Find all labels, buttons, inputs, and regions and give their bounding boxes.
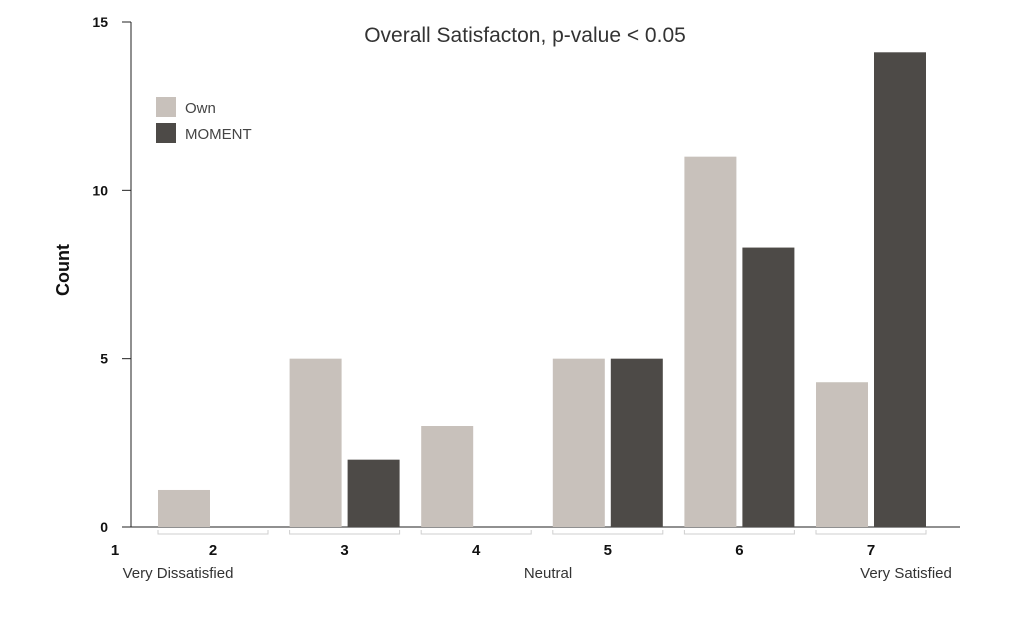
bars-group (158, 52, 926, 528)
y-tick-label: 0 (100, 519, 108, 535)
legend: Own MOMENT (156, 97, 252, 143)
x-axis-start-label: 1 (111, 542, 119, 559)
bar-own-3 (289, 358, 342, 527)
bar-own-6 (684, 156, 737, 527)
x-tick-label-4: 4 (472, 542, 481, 559)
category-bracket (552, 530, 664, 535)
y-tick-label: 10 (92, 182, 108, 198)
x-tick-label-6: 6 (735, 542, 743, 559)
legend-swatch-moment (156, 123, 176, 143)
bar-own-7 (816, 382, 868, 527)
y-tick-label: 15 (92, 14, 108, 30)
y-axis-label: Count (53, 244, 73, 296)
anchor-label-very-satisfied: Very Satisfied (860, 565, 952, 582)
x-tick-label-3: 3 (340, 542, 348, 559)
x-tick-label-2: 2 (209, 542, 217, 559)
x-tick-label-5: 5 (604, 542, 612, 559)
category-bracket (683, 530, 795, 535)
bar-own-4 (421, 426, 474, 527)
legend-label-moment: MOMENT (185, 126, 252, 143)
bar-moment-5 (610, 358, 663, 527)
category-bracket (420, 530, 532, 535)
bar-moment-6 (742, 247, 795, 528)
category-bracket (815, 530, 927, 535)
chart-title: Overall Satisfacton, p-value < 0.05 (364, 24, 686, 47)
anchor-label-neutral: Neutral (524, 565, 572, 582)
x-axis-ticks: 2 3 4 5 6 7 (157, 530, 927, 559)
bar-moment-7 (874, 52, 926, 528)
category-bracket (157, 530, 269, 535)
x-tick-label-7: 7 (867, 542, 875, 559)
bar-moment-3 (347, 459, 400, 527)
legend-swatch-own (156, 97, 176, 117)
y-axis-ticks: 0 5 10 15 (92, 14, 131, 535)
bar-own-2 (158, 489, 210, 527)
category-bracket (289, 530, 401, 535)
legend-label-own: Own (185, 100, 216, 117)
anchor-label-very-dissatisfied: Very Dissatisfied (123, 565, 234, 582)
bar-own-5 (552, 358, 605, 527)
y-tick-label: 5 (100, 351, 108, 367)
